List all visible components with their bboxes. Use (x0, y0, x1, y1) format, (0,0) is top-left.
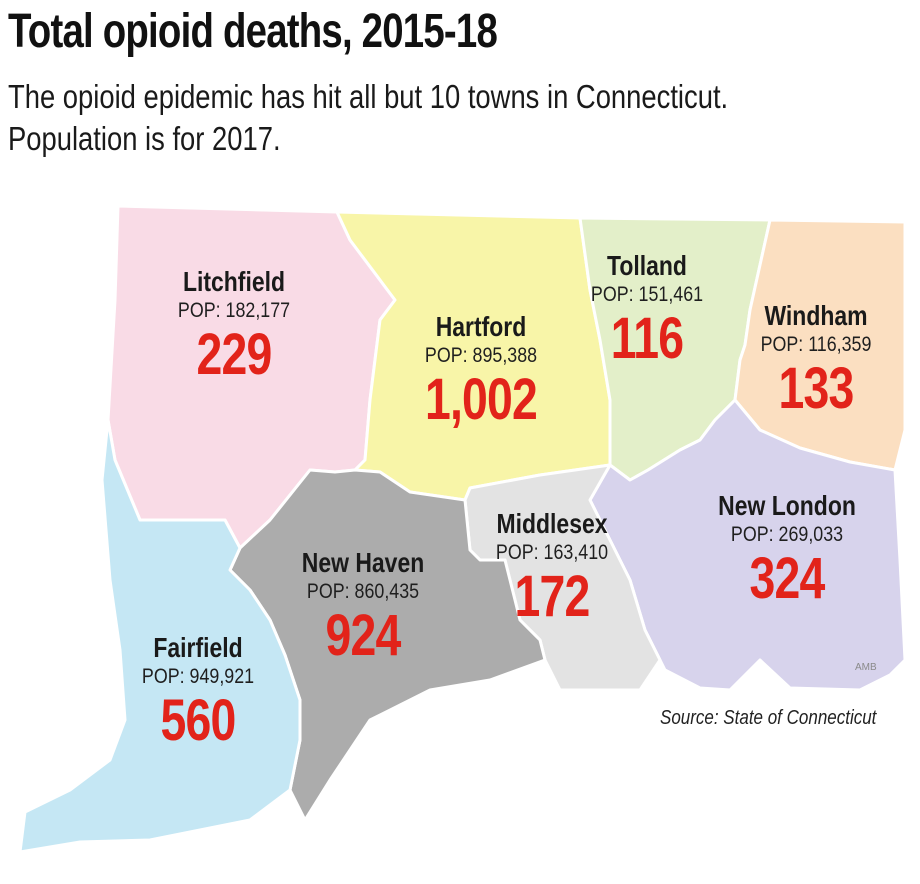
county-deaths: 229 (196, 322, 272, 387)
county-name: Fairfield (153, 632, 243, 663)
county-population: POP: 116,359 (760, 333, 872, 356)
county-deaths: 1,002 (424, 367, 538, 432)
subtitle-line-1: The opioid epidemic has hit all but 10 t… (8, 78, 729, 115)
county-name: Middlesex (496, 508, 608, 539)
county-deaths: 116 (610, 306, 684, 371)
county-label-new-haven: New Haven POP: 860,435 924 (288, 547, 437, 667)
county-population: POP: 151,461 (590, 283, 704, 306)
county-deaths: 560 (160, 688, 236, 753)
county-label-windham: Windham POP: 116,359 133 (751, 300, 881, 420)
county-label-hartford: Hartford POP: 895,388 1,002 (411, 311, 551, 431)
source-note: Source: State of Connecticut (660, 707, 877, 729)
county-name: Litchfield (182, 266, 286, 297)
county-population: POP: 163,410 (495, 541, 609, 564)
county-fairfield-region[interactable] (18, 418, 302, 854)
county-name: New Haven (301, 547, 425, 578)
county-population: POP: 860,435 (306, 580, 420, 603)
county-name: New London (718, 490, 856, 521)
county-deaths: 324 (749, 546, 825, 611)
county-name: Windham (764, 300, 868, 331)
county-label-litchfield: Litchfield POP: 182,177 229 (168, 266, 300, 386)
county-name: Tolland (607, 250, 687, 281)
county-deaths: 172 (514, 564, 590, 629)
subtitle-line-2: Population is for 2017. (8, 120, 281, 157)
county-label-new-london: New London POP: 269,033 324 (703, 490, 871, 610)
county-label-tolland: Tolland POP: 151,461 116 (581, 250, 713, 370)
county-population: POP: 182,177 (177, 299, 291, 322)
county-population: POP: 949,921 (141, 665, 255, 688)
artist-credit: AMB (855, 662, 877, 673)
county-label-fairfield: Fairfield POP: 949,921 560 (132, 632, 264, 752)
county-name: Hartford (435, 311, 527, 342)
county-deaths: 133 (778, 356, 854, 421)
county-population: POP: 269,033 (730, 523, 844, 546)
county-population: POP: 895,388 (424, 344, 538, 367)
county-label-middlesex: Middlesex POP: 163,410 172 (484, 508, 619, 628)
map-title: Total opioid deaths, 2015-18 (8, 5, 498, 58)
map-subtitle: The opioid epidemic has hit all but 10 t… (8, 76, 728, 160)
county-deaths: 924 (325, 603, 401, 668)
